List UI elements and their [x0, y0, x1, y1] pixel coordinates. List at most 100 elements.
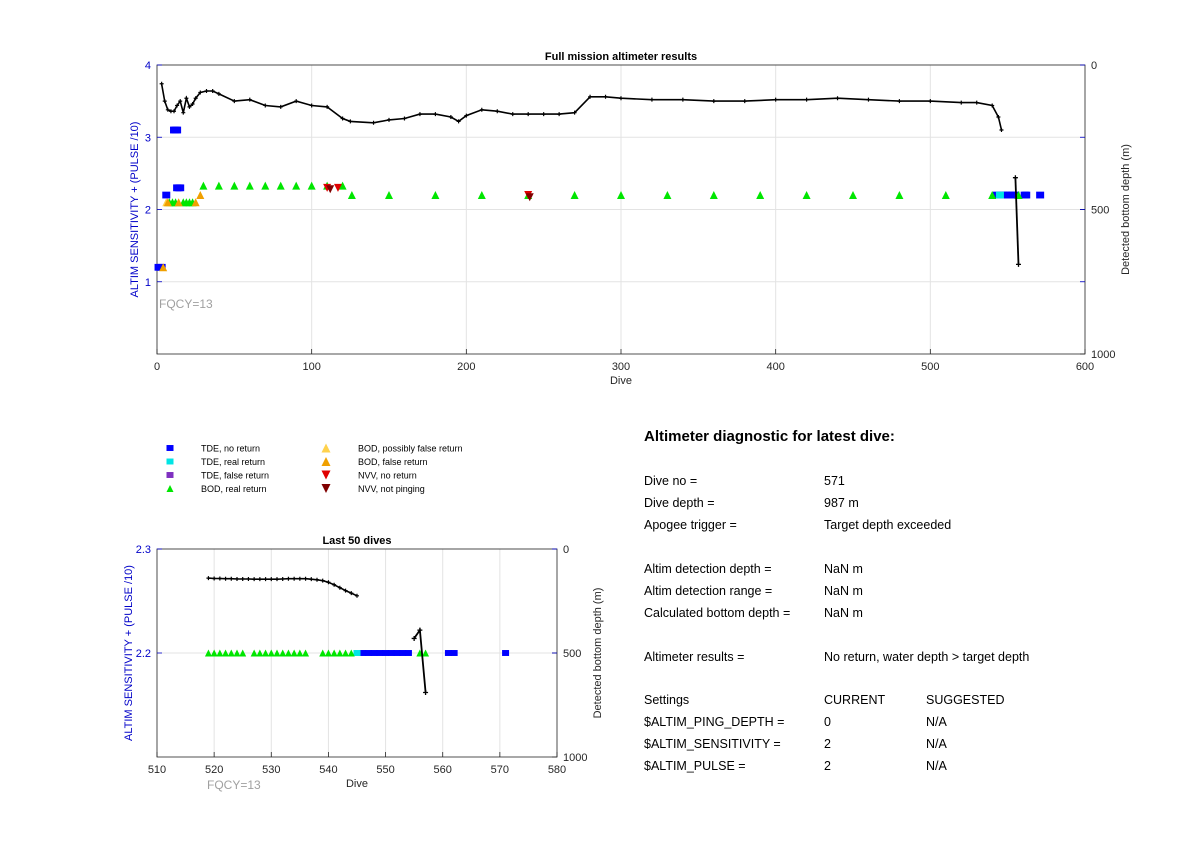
data-point [196, 191, 205, 200]
data-point [988, 191, 997, 200]
series-tde-real-return [353, 650, 361, 656]
legend-label: NVV, no return [358, 471, 417, 481]
bottom-depth-point [742, 99, 747, 104]
data-point [333, 183, 342, 192]
data-point [849, 191, 857, 200]
x-axis-label: Dive [610, 375, 632, 387]
x-tick-label: 570 [491, 764, 509, 776]
legend-label: NVV, not pinging [358, 484, 425, 494]
data-point [364, 650, 372, 656]
data-point [233, 649, 241, 657]
legend-marker [321, 470, 331, 480]
bottom-depth-point [217, 576, 222, 581]
fqcy-annotation: FQCY=13 [207, 778, 261, 792]
bottom-depth-point [835, 96, 840, 101]
legend-label: BOD, real return [201, 484, 267, 494]
data-point [307, 181, 316, 190]
bottom-depth-point [229, 576, 234, 581]
data-point [245, 181, 254, 190]
bottom-depth-point [928, 99, 933, 104]
legend-marker [166, 458, 174, 465]
bottom-depth-point [371, 120, 376, 125]
fqcy-annotation: FQCY=13 [159, 297, 213, 311]
bottom-depth-point [348, 119, 353, 124]
bottom-depth-point [411, 635, 417, 641]
diag-value: NaN m [824, 562, 863, 576]
data-point [256, 649, 264, 657]
data-point [382, 650, 390, 656]
data-point [387, 650, 395, 656]
data-point [399, 650, 407, 656]
legend-item-tde-no-return: TDE, no return [166, 444, 260, 454]
bottom-depth-point [198, 90, 203, 95]
data-point [1022, 191, 1031, 199]
data-point [525, 193, 534, 202]
legend-label: BOD, possibly false return [358, 444, 463, 454]
bottom-depth-point [162, 99, 167, 104]
bottom-depth-point [649, 97, 654, 102]
data-point [663, 191, 672, 200]
series-nvv-not-pinging [326, 185, 534, 202]
data-point [370, 650, 378, 656]
data-point [222, 649, 230, 657]
bottom-depth-point [959, 100, 964, 105]
bottom-depth-segment [413, 627, 427, 693]
diag-label: Altim detection depth = [644, 562, 772, 576]
y-right-tick-label: 500 [1091, 205, 1109, 217]
data-point [709, 191, 718, 200]
y-tick-label: 2.3 [136, 544, 151, 556]
data-point [216, 649, 224, 657]
settings-header-current: CURRENT [824, 693, 886, 707]
setting-suggested: N/A [926, 737, 947, 751]
legend-item-nvv-no-return: NVV, no return [321, 470, 417, 481]
setting-suggested: N/A [926, 715, 947, 729]
bottom-depth-point [278, 104, 283, 109]
y-axis-label: ALTIM SENSITIVITY + (PULSE /10) [123, 565, 135, 741]
y-tick-label: 1 [145, 277, 151, 289]
bottom-depth-segment [1014, 177, 1020, 265]
legend-item-nvv-not-pinging: NVV, not pinging [321, 484, 425, 494]
bottom-depth-point [402, 116, 407, 121]
bottom-depth-point [417, 627, 423, 633]
bottom-depth-point [603, 94, 608, 99]
data-point [802, 191, 811, 200]
data-point [230, 181, 239, 190]
diag-value: NaN m [824, 606, 863, 620]
bottom-depth-point [423, 690, 429, 696]
bottom-depth-point [541, 112, 546, 117]
x-tick-label: 580 [548, 764, 566, 776]
bottom-depth-point [175, 103, 180, 108]
setting-current: 2 [824, 737, 831, 751]
bottom-depth-point [294, 99, 299, 104]
data-point [319, 649, 327, 657]
data-point [279, 649, 287, 657]
data-point [326, 185, 335, 194]
bottom-depth-point [165, 107, 170, 112]
bottom-depth-point [1012, 175, 1018, 181]
bottom-depth-point [159, 81, 164, 86]
diag-label: Calculated bottom depth = [644, 606, 791, 620]
data-point [302, 649, 310, 657]
bottom-depth-point [974, 100, 979, 105]
x-tick-label: 100 [302, 361, 320, 373]
x-tick-label: 200 [457, 361, 475, 373]
data-point [385, 191, 393, 200]
data-point [342, 649, 350, 657]
bottom-depth-point [588, 94, 593, 99]
bottom-depth-point [572, 110, 577, 115]
bottom-depth-point [286, 576, 291, 581]
bottom-depth-point [999, 128, 1004, 133]
y-right-tick-label: 0 [1091, 60, 1097, 72]
y-axis-label: ALTIM SENSITIVITY + (PULSE /10) [129, 122, 141, 298]
legend-label: TDE, no return [201, 444, 260, 454]
bottom-depth-point [252, 577, 257, 582]
bottom-depth-point [309, 577, 314, 582]
bottom-depth-point [216, 91, 221, 96]
bottom-depth-point [433, 112, 438, 117]
data-point [262, 649, 270, 657]
bottom-depth-point [417, 112, 422, 117]
y-tick-label: 2 [145, 205, 151, 217]
data-point [353, 650, 361, 656]
series-bod-real-return [204, 649, 430, 657]
data-point [431, 191, 440, 200]
